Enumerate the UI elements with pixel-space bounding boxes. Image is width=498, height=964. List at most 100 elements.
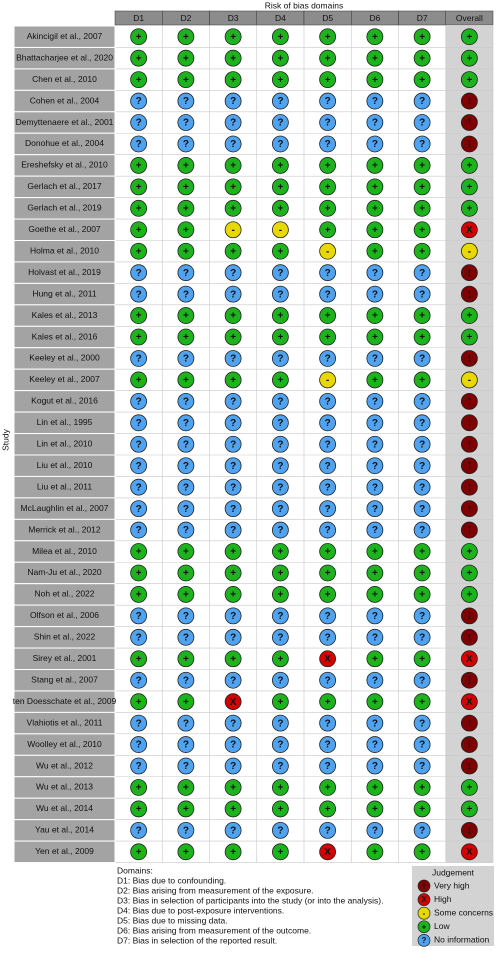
- judgement-symbol: +: [136, 568, 142, 579]
- judgement-symbol: +: [230, 182, 236, 193]
- judgement-symbol: +: [230, 246, 236, 257]
- judgement-symbol: +: [372, 311, 378, 322]
- judgement-dot: [460, 736, 478, 753]
- judgement-dot: [460, 843, 478, 861]
- judgement-dot: [319, 114, 337, 131]
- judgement-symbol: +: [325, 568, 331, 579]
- judgement-symbol: +: [136, 246, 142, 257]
- judgement-symbol: ?: [325, 289, 331, 300]
- study-name: Ereshefsky et al., 2010: [21, 160, 108, 170]
- judgement-dot: [319, 671, 337, 689]
- judgement-dot: [413, 757, 431, 775]
- judgement-symbol: +: [325, 590, 331, 601]
- judgement-symbol: +: [277, 332, 283, 343]
- judgement-dot: [319, 49, 337, 67]
- judgement-symbol: +: [466, 311, 472, 322]
- study-name: Cohen et al., 2004: [30, 95, 100, 105]
- judgement-dot: [177, 392, 195, 410]
- judgement-symbol: ?: [372, 289, 378, 300]
- judgement-symbol: ?: [419, 504, 425, 515]
- judgement-dot: [366, 49, 384, 67]
- judgement-dot: [271, 671, 289, 689]
- judgement-symbol: ?: [419, 96, 425, 107]
- judgement-symbol: +: [183, 654, 189, 665]
- judgement-symbol: +: [183, 53, 189, 64]
- judgement-dot: [319, 371, 337, 389]
- judgement-dot: [177, 71, 195, 89]
- judgement-dot: [130, 435, 148, 453]
- judgement-dot: [366, 28, 384, 46]
- judgement-symbol: ?: [136, 740, 142, 751]
- column-header: D4: [275, 13, 286, 23]
- judgement-symbol: +: [372, 75, 378, 86]
- judgement-dot: [366, 350, 384, 367]
- judgement-symbol: ?: [419, 439, 425, 450]
- judgement-dot: [271, 414, 289, 432]
- judgement-symbol: +: [183, 246, 189, 257]
- judgement-dot: [130, 779, 148, 796]
- judgement-symbol: +: [325, 161, 331, 172]
- study-name: Bhattacharjee et al., 2020: [16, 52, 113, 62]
- judgement-dot: [413, 414, 431, 432]
- judgement-symbol: +: [183, 161, 189, 172]
- judgement-dot: [413, 714, 431, 732]
- judgement-dot: [319, 157, 337, 174]
- judgement-symbol: ?: [419, 761, 425, 772]
- legend-label: Some concerns: [434, 907, 493, 917]
- judgement-symbol: ?: [325, 718, 331, 729]
- judgement-dot: [177, 821, 195, 839]
- judgement-symbol: +: [419, 311, 425, 322]
- judgement-dot: [271, 135, 289, 153]
- judgement-dot: [366, 693, 384, 711]
- judgement-dot: [224, 843, 242, 861]
- judgement-dot: [177, 521, 195, 539]
- judgement-dot: [224, 693, 242, 711]
- judgement-dot: [224, 307, 242, 324]
- judgement-dot: [413, 779, 431, 796]
- judgement-dot: [130, 650, 148, 668]
- judgement-symbol: +: [136, 804, 142, 815]
- judgement-symbol: +: [466, 783, 472, 794]
- judgement-dot: [130, 757, 148, 775]
- judgement-symbol: ?: [325, 439, 331, 450]
- judgement-dot: [177, 650, 195, 668]
- judgement-dot: [177, 564, 195, 582]
- judgement-dot: [177, 757, 195, 775]
- judgement-dot: [319, 650, 337, 668]
- judgement-dot: [413, 457, 431, 475]
- judgement-symbol: ?: [136, 632, 142, 643]
- judgement-symbol: +: [325, 697, 331, 708]
- judgement-dot: [130, 736, 148, 753]
- judgement-symbol: ?: [230, 96, 236, 107]
- judgement-symbol: +: [419, 161, 425, 172]
- judgement-dot: [271, 114, 289, 131]
- judgement-dot: [224, 671, 242, 689]
- judgement-symbol: ?: [419, 718, 425, 729]
- judgement-dot: [177, 800, 195, 818]
- judgement-symbol: +: [419, 32, 425, 43]
- judgement-dot: [319, 199, 337, 217]
- judgement-dot: [224, 521, 242, 539]
- judgement-symbol: ?: [372, 675, 378, 686]
- judgement-symbol: ?: [183, 761, 189, 772]
- study-name: Shin et al., 2022: [34, 632, 96, 642]
- judgement-symbol: ?: [372, 826, 378, 837]
- judgement-symbol: +: [277, 182, 283, 193]
- judgement-dot: [460, 543, 478, 560]
- judgement-symbol: ?: [372, 418, 378, 429]
- judgement-symbol: ?: [277, 289, 283, 300]
- judgement-symbol: +: [325, 311, 331, 322]
- judgement-symbol: +: [277, 590, 283, 601]
- judgement-symbol: +: [230, 32, 236, 43]
- judgement-symbol: +: [372, 203, 378, 214]
- judgement-symbol: X: [230, 697, 237, 708]
- judgement-dot: [460, 371, 478, 389]
- judgement-dot: [413, 693, 431, 711]
- judgement-dot: [130, 714, 148, 732]
- judgement-symbol: ?: [183, 289, 189, 300]
- study-name: Holvast et al., 2019: [28, 267, 101, 277]
- judgement-symbol: +: [183, 804, 189, 815]
- domain-item: D4: Bias due to post-exposure interventi…: [117, 905, 284, 915]
- judgement-symbol: !: [468, 718, 471, 729]
